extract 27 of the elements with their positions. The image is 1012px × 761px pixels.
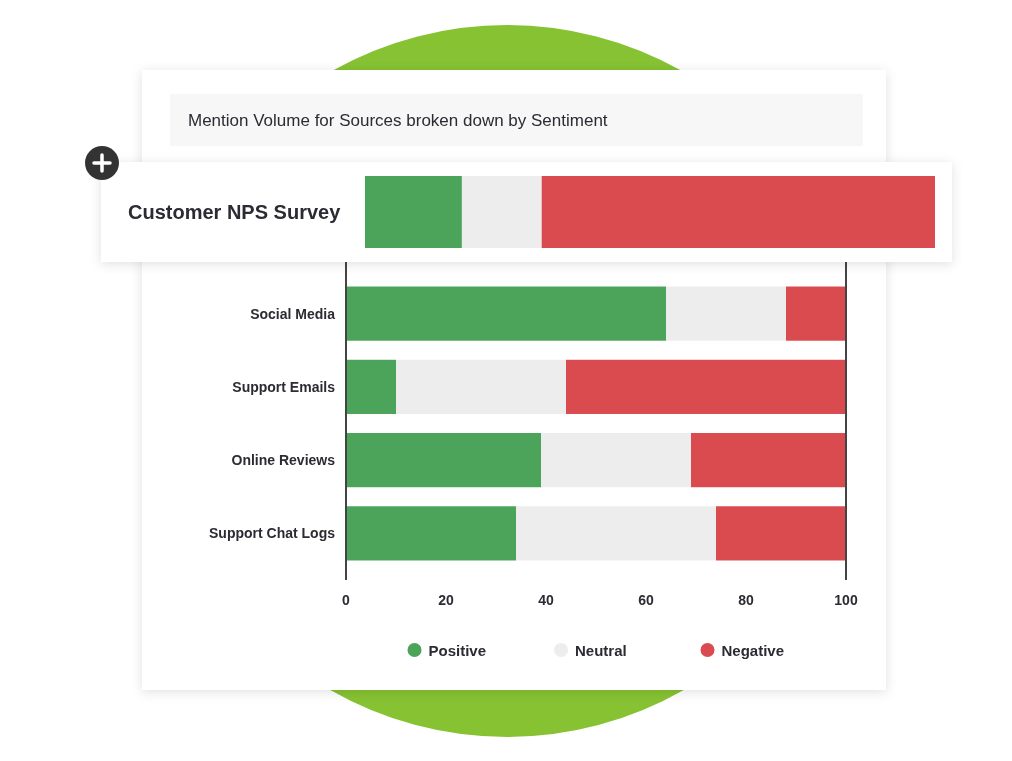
x-tick-label: 100 [834,592,858,608]
y-tick-label: Social Media [250,305,336,322]
bar [516,506,716,561]
y-tick-label: Customer NPS Survey [128,201,342,223]
legend-label: Positive [428,641,487,659]
bar [346,506,516,561]
bar [786,286,846,341]
bar [566,359,846,414]
legend-label: Neutral [575,641,627,659]
bar [396,359,566,414]
bar [346,286,666,341]
bar [346,433,541,488]
y-tick-label: Online Reviews [231,452,336,469]
x-tick-label: 80 [738,592,754,608]
x-tick-label: 20 [438,592,454,608]
bar [346,359,396,414]
y-tick-label: Support Chat Logs [209,525,336,542]
bar [716,506,846,561]
bar [666,286,786,341]
x-tick-label: 0 [342,592,351,608]
chart-title: Mention Volume for Sources broken down by Sentiment [188,110,608,130]
bar [691,433,846,488]
bar [541,433,691,488]
x-tick-label: 40 [538,592,554,608]
x-tick-label: 60 [638,592,654,608]
legend-label: Negative [721,641,785,659]
y-tick-label: Support Emails [232,378,336,395]
